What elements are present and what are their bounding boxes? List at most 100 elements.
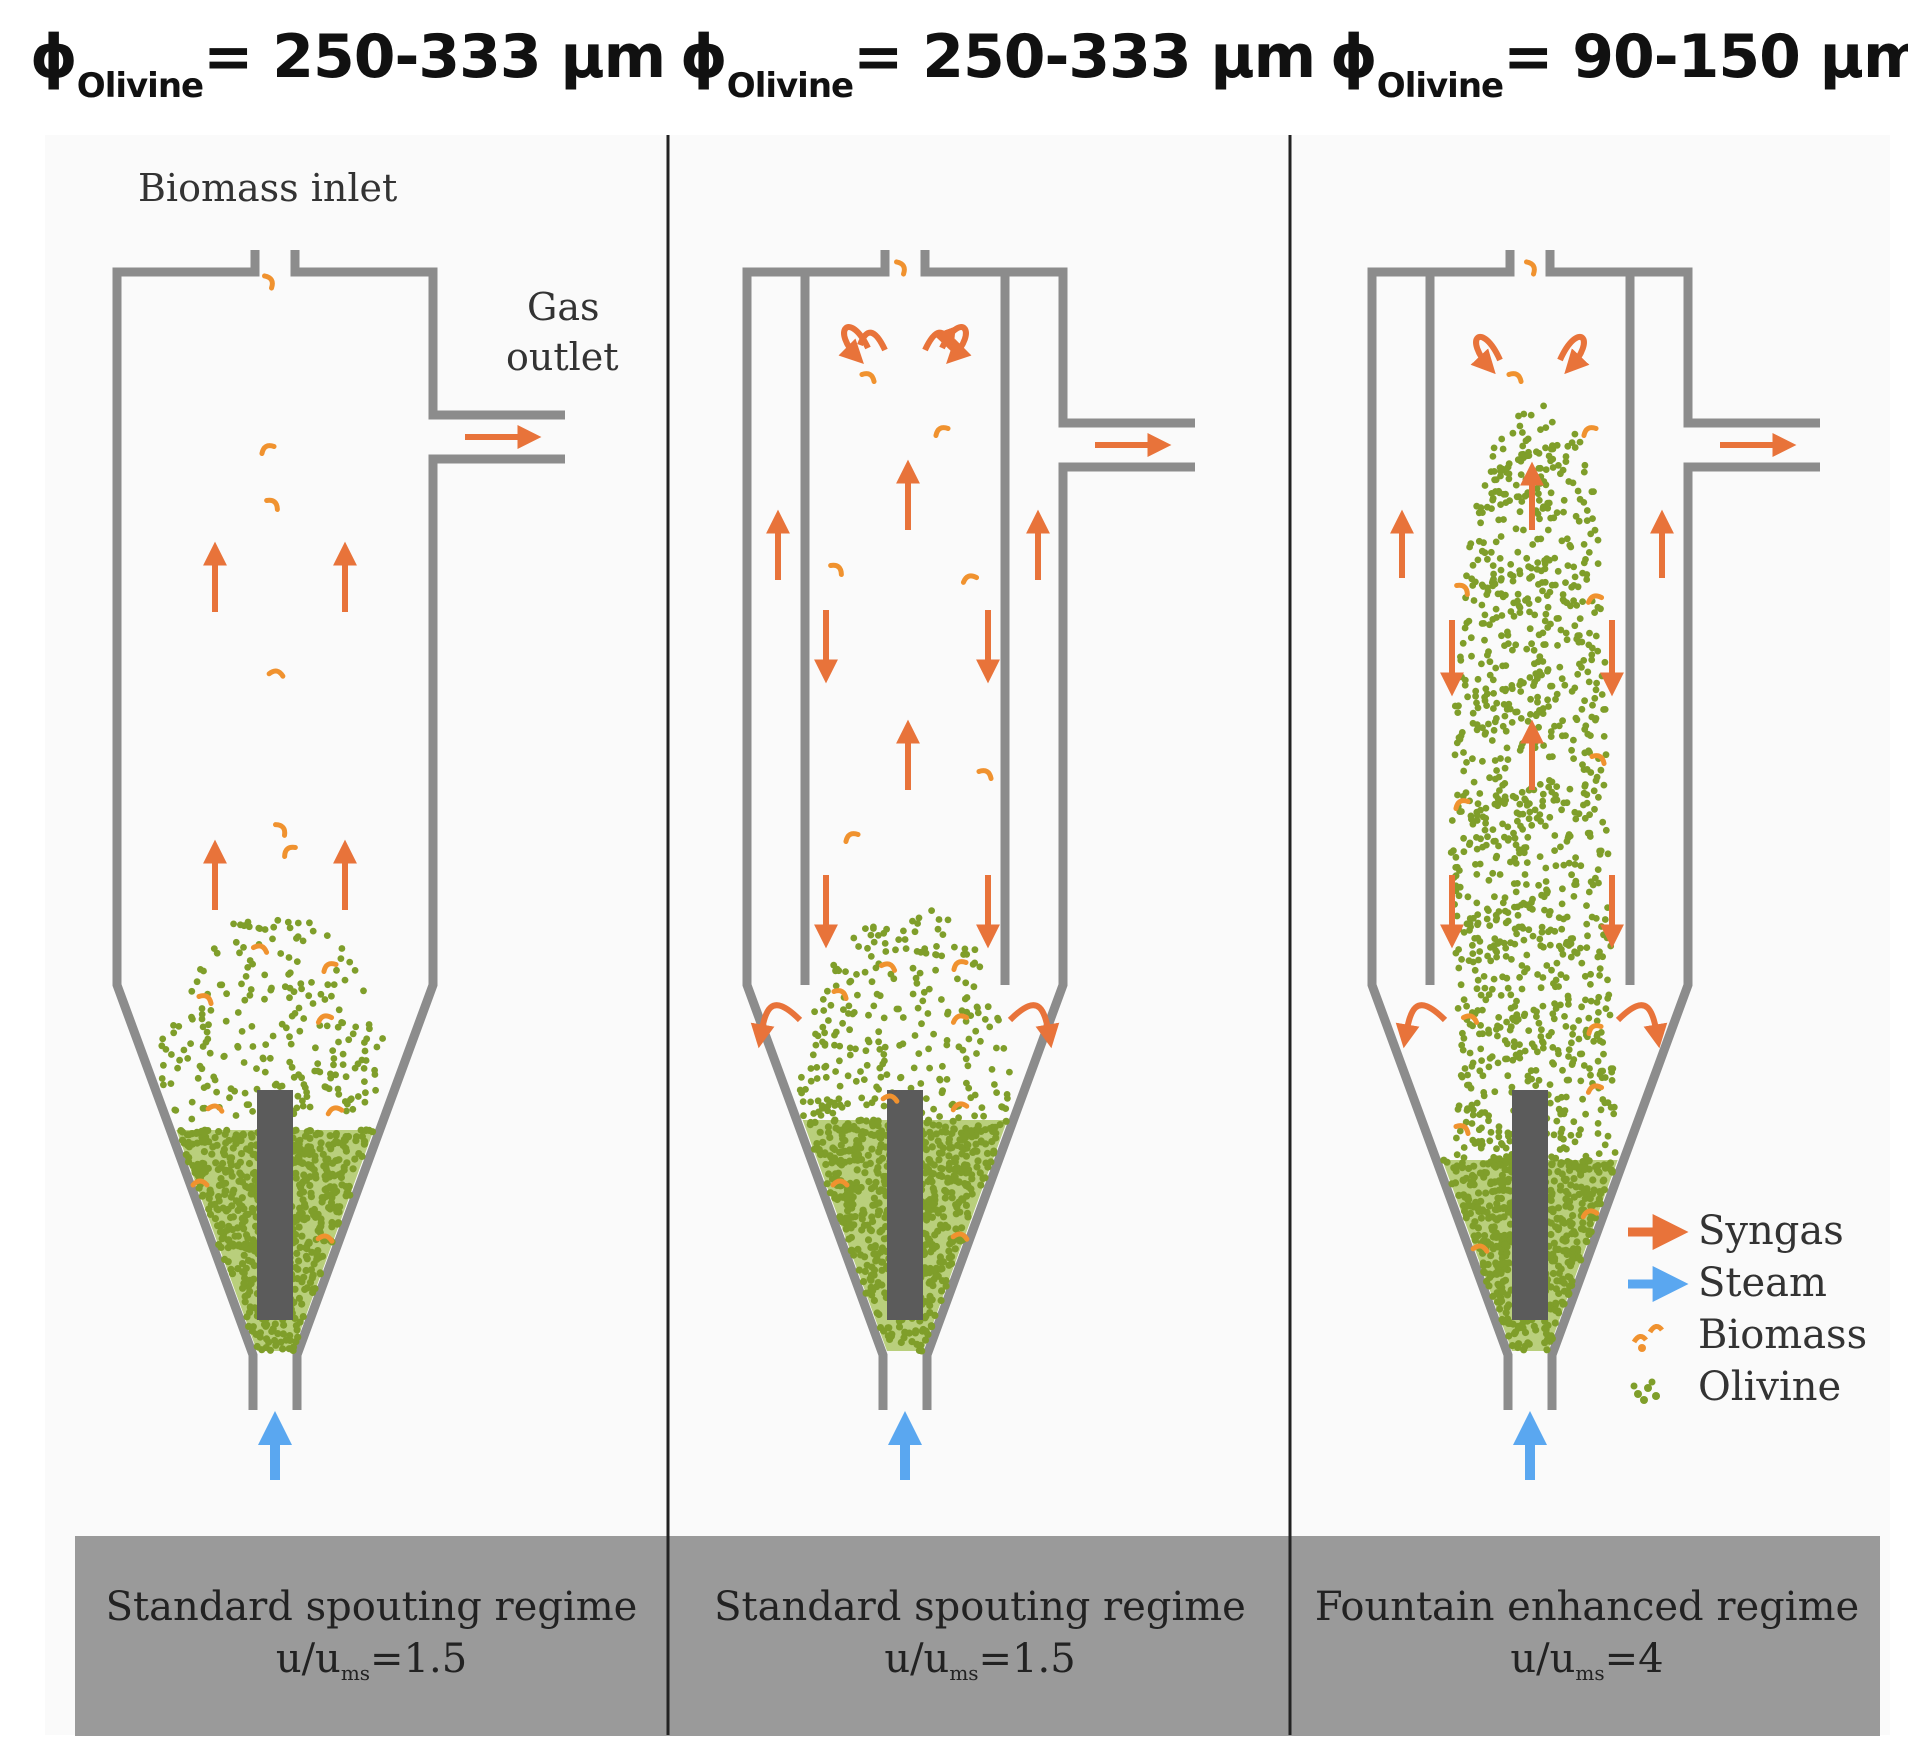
header-range: = 250-333 μm xyxy=(853,22,1316,92)
biomass-particle xyxy=(315,1233,335,1244)
gas-outlet-label-2: outlet xyxy=(506,335,619,379)
spout-nozzle xyxy=(887,1090,923,1320)
biomass-particle xyxy=(828,562,844,577)
header-range: = 250-333 μm xyxy=(203,22,666,92)
biomass-particles-icon xyxy=(1631,1324,1664,1352)
biomass-particle xyxy=(1454,582,1470,597)
caption-ratio: u/ums=1.5 xyxy=(884,1636,1076,1685)
spout-nozzle xyxy=(1512,1090,1548,1320)
biomass-particle xyxy=(951,959,969,972)
biomass-particle xyxy=(1585,593,1605,605)
caption-panel-1: Standard spouting regime u/ums=1.5 xyxy=(75,1536,668,1736)
biomass-particle xyxy=(950,1231,970,1242)
biomass-particle xyxy=(976,768,994,781)
caption-panel-2: Standard spouting regime u/ums=1.5 xyxy=(670,1536,1290,1736)
syngas-arrow-icon xyxy=(1007,1002,1060,1049)
header-panel-3: ϕOlivine= 90-150 μm xyxy=(1330,22,1908,106)
caption-title: Fountain enhanced regime xyxy=(1314,1584,1860,1630)
reactor-wall-right-lower xyxy=(292,454,565,1410)
biomass-particle xyxy=(1470,1243,1490,1254)
biomass-inlet-label: Biomass inlet xyxy=(138,166,398,210)
header-subscript: Olivine xyxy=(1376,66,1504,106)
biomass-particle xyxy=(205,1103,225,1114)
caption-band xyxy=(75,1536,1880,1736)
reactor-1 xyxy=(112,250,565,1480)
caption-title: Standard spouting regime xyxy=(714,1584,1246,1630)
olivine-particles-icon xyxy=(1630,1378,1660,1404)
biomass-particle xyxy=(325,1105,345,1117)
reactor-wall-right-lower xyxy=(922,462,1195,1410)
syngas-arrow-icon xyxy=(838,324,871,364)
biomass-particle xyxy=(960,573,980,585)
reactor-wall-left xyxy=(742,250,890,1410)
biomass-particle xyxy=(933,425,951,438)
biomass-particle xyxy=(1460,1013,1480,1025)
phi-symbol: ϕ xyxy=(1330,22,1378,92)
biomass-particle xyxy=(950,1013,970,1025)
biomass-particle xyxy=(321,961,339,974)
biomass-particle xyxy=(950,1101,970,1113)
biomass-particle xyxy=(1580,1208,1600,1220)
spout-nozzle xyxy=(257,1090,293,1320)
header-panel-2: ϕOlivine= 250-333 μm xyxy=(680,22,1316,106)
biomass-particle xyxy=(1585,1083,1605,1095)
reactor-wall-right-upper xyxy=(1545,250,1820,428)
caption-ratio: u/ums=1.5 xyxy=(275,1636,468,1685)
caption-ratio: u/ums=4 xyxy=(1510,1636,1664,1685)
syngas-arrow-icon xyxy=(939,324,972,364)
reactor-wall-left xyxy=(112,250,260,1410)
biomass-particle xyxy=(1589,753,1607,766)
header-range: = 90-150 μm xyxy=(1503,22,1908,92)
biomass-particle xyxy=(196,993,214,1006)
reactor-2 xyxy=(742,250,1195,1480)
biomass-particle xyxy=(843,831,861,844)
legend-olivine-label: Olivine xyxy=(1698,1364,1842,1410)
biomass-particle xyxy=(266,668,286,679)
syngas-arrow-icon xyxy=(1557,334,1590,375)
syngas-arrow-icon xyxy=(1395,1002,1448,1049)
phi-symbol: ϕ xyxy=(30,22,78,92)
header-subscript: Olivine xyxy=(726,66,854,106)
biomass-particle xyxy=(878,961,898,973)
biomass-particle xyxy=(259,443,277,456)
biomass-particle xyxy=(262,273,275,291)
biomass-particle xyxy=(1586,1023,1604,1036)
legend-icons xyxy=(1628,1214,1689,1404)
biomass-particle xyxy=(831,988,849,1001)
biomass-particle xyxy=(830,1178,850,1188)
biomass-particle xyxy=(273,822,288,838)
syngas-arrow-icon xyxy=(1470,334,1503,375)
header-subscript: Olivine xyxy=(76,66,204,106)
syngas-arrow-icon xyxy=(750,1002,803,1049)
biomass-particle xyxy=(190,1178,210,1188)
syngas-arrow-icon xyxy=(1615,1002,1668,1049)
reactor-wall-left xyxy=(1367,250,1515,1410)
biomass-particle xyxy=(1524,259,1537,277)
biomass-particle xyxy=(1453,798,1471,811)
legend-steam-label: Steam xyxy=(1698,1260,1827,1306)
caption-title: Standard spouting regime xyxy=(105,1584,638,1630)
caption-panel-3: Fountain enhanced regime u/ums=4 xyxy=(1292,1536,1882,1736)
biomass-particle xyxy=(880,1093,900,1104)
phi-symbol: ϕ xyxy=(680,22,728,92)
reactor-wall-right-upper xyxy=(290,250,565,420)
reactor-wall-right-upper xyxy=(920,250,1195,428)
reactor-wall-right-lower xyxy=(1547,462,1820,1410)
biomass-particle xyxy=(1581,425,1599,438)
panels-background xyxy=(45,135,1890,1735)
biomass-particle xyxy=(250,943,270,955)
legend-biomass-label: Biomass xyxy=(1698,1312,1868,1358)
biomass-particle xyxy=(1453,1123,1471,1136)
header-panel-1: ϕOlivine= 250-333 μm xyxy=(30,22,666,106)
gas-outlet-label-1: Gas xyxy=(527,285,600,329)
biomass-particle xyxy=(264,497,280,512)
reactor-3 xyxy=(1367,250,1820,1480)
legend-syngas-label: Syngas xyxy=(1698,1208,1844,1254)
biomass-particle xyxy=(859,371,877,384)
biomass-particle xyxy=(315,1013,335,1025)
biomass-particle xyxy=(894,259,907,277)
biomass-particle xyxy=(282,844,298,859)
biomass-particle xyxy=(1506,371,1524,384)
